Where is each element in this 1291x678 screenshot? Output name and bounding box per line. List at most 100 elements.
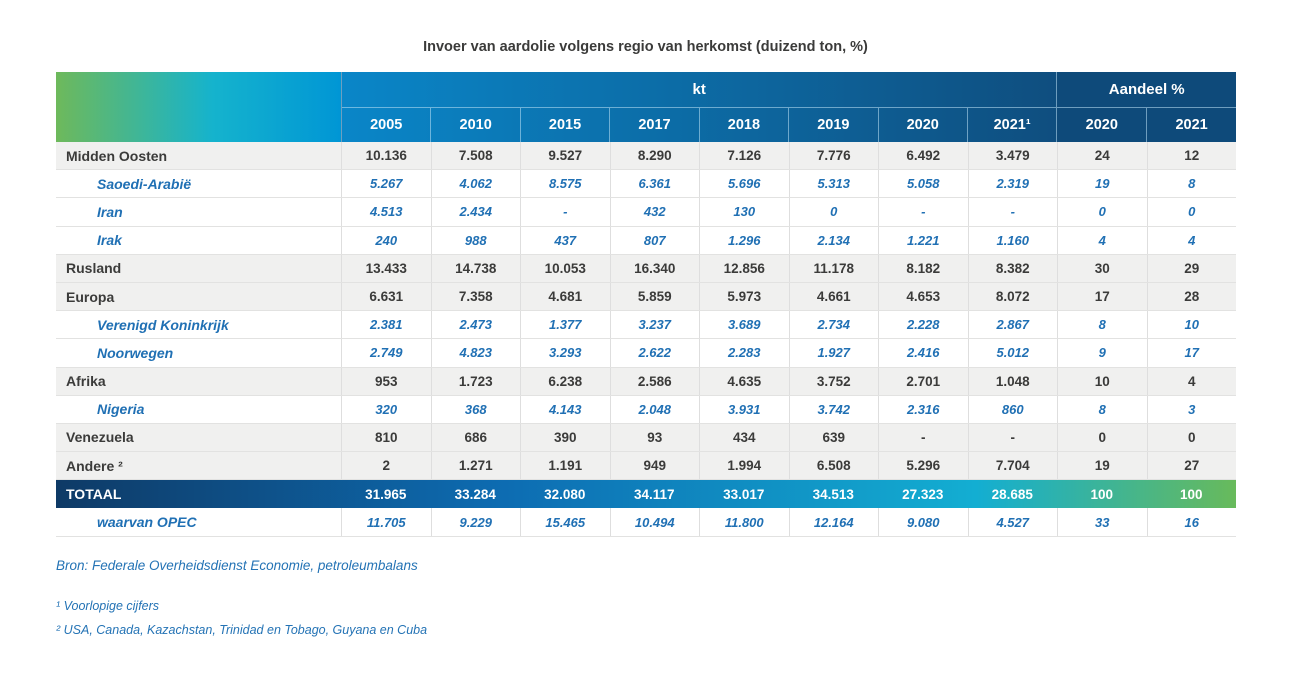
value-cell: 11.800 bbox=[699, 508, 789, 536]
value-cell: 1.723 bbox=[430, 367, 521, 395]
value-cell: 8.182 bbox=[878, 254, 968, 282]
value-cell: 9 bbox=[1057, 339, 1147, 367]
value-cell: 4.653 bbox=[878, 282, 968, 311]
value-cell: 12.856 bbox=[699, 254, 789, 282]
row-label: Verenigd Koninkrijk bbox=[97, 316, 229, 333]
table-body: Midden Oosten 10.136 7.508 9.527 8.290 7.126 7… bbox=[56, 142, 1236, 537]
table-row: Andere ² 2 1.271 1.191 949 1.994 6.508 5.296 7.7… bbox=[56, 452, 1236, 481]
value-cell: - bbox=[967, 423, 1058, 452]
value-cell: 988 bbox=[430, 226, 521, 254]
aandeel-column-group: Aandeel % 2020 2021 bbox=[1056, 72, 1236, 142]
table-header: kt 2005 2010 2015 2017 2018 2019 2020 2021¹ Aan… bbox=[56, 72, 1236, 142]
value-cell: 10 bbox=[1057, 367, 1147, 395]
value-cell: 2.316 bbox=[878, 395, 968, 423]
row-label: Rusland bbox=[66, 260, 122, 277]
value-cell: 4.635 bbox=[699, 367, 789, 395]
value-cell: 8.575 bbox=[520, 170, 610, 198]
value-cell: 3.293 bbox=[520, 339, 610, 367]
value-cell: 3.689 bbox=[699, 311, 789, 339]
value-cell: 5.058 bbox=[878, 170, 968, 198]
value-cell: 1.994 bbox=[699, 452, 789, 480]
table-row: Noorwegen 2.749 4.823 3.293 2.622 2.283 1.927 2… bbox=[56, 339, 1236, 368]
value-cell: 953 bbox=[341, 367, 431, 395]
column-header-kt-2021: 2021¹ bbox=[966, 108, 1056, 142]
value-cell: 240 bbox=[341, 226, 431, 254]
column-header-kt-2018: 2018 bbox=[698, 108, 788, 142]
table-row: waarvan OPEC 11.705 9.229 15.465 10.494 11.80… bbox=[56, 508, 1237, 537]
value-cell: 10.053 bbox=[520, 254, 610, 282]
value-cell: 1.927 bbox=[788, 339, 879, 367]
row-label: Midden Oosten bbox=[66, 147, 168, 164]
row-label: Europa bbox=[66, 288, 115, 305]
value-cell: 33.017 bbox=[723, 486, 765, 502]
value-cell: 10.494 bbox=[609, 508, 700, 536]
value-cell: 16 bbox=[1146, 508, 1237, 536]
value-cell: 320 bbox=[341, 395, 431, 423]
corner-gradient-cell bbox=[56, 72, 341, 142]
value-cell: 16.340 bbox=[609, 254, 700, 282]
value-cell: 31.965 bbox=[365, 486, 407, 502]
table-row: Verenigd Koninkrijk 2.381 2.473 1.377 3.237 3… bbox=[56, 311, 1236, 340]
value-cell: 100 bbox=[1179, 486, 1203, 502]
value-cell: 32.080 bbox=[544, 486, 586, 502]
value-cell: 24 bbox=[1057, 142, 1147, 170]
value-cell: 0 bbox=[1146, 198, 1237, 226]
value-cell: 15.465 bbox=[520, 508, 610, 536]
value-cell: 130 bbox=[699, 198, 789, 226]
value-cell: 8 bbox=[1057, 395, 1147, 423]
column-header-kt-2015: 2015 bbox=[519, 108, 609, 142]
value-cell: 2.749 bbox=[341, 339, 431, 367]
row-label: Andere ² bbox=[66, 457, 123, 474]
value-cell: 7.126 bbox=[699, 142, 789, 170]
table-row: Irak 240 988 437 807 1.296 2.134 1.221 1.160 4 4 bbox=[56, 226, 1236, 255]
value-cell: 6.508 bbox=[788, 452, 879, 480]
value-cell: 19 bbox=[1057, 170, 1147, 198]
value-cell: 4.527 bbox=[967, 508, 1058, 536]
aandeel-group-label: Aandeel % bbox=[1108, 81, 1185, 98]
value-cell: 8 bbox=[1057, 311, 1147, 339]
value-cell: 2.048 bbox=[609, 395, 700, 423]
table-row: TOTAAL 31.965 33.284 32.080 34.117 33.017 34.5… bbox=[56, 480, 1236, 509]
value-cell: 2.434 bbox=[430, 198, 521, 226]
value-cell: 3.237 bbox=[609, 311, 700, 339]
value-cell: 1.191 bbox=[520, 452, 610, 480]
value-cell: 19 bbox=[1057, 452, 1147, 480]
value-cell: 12.164 bbox=[788, 508, 879, 536]
table-row: Midden Oosten 10.136 7.508 9.527 8.290 7.126 7… bbox=[56, 142, 1236, 171]
value-cell: 368 bbox=[430, 395, 521, 423]
column-header-kt-2017: 2017 bbox=[609, 108, 698, 142]
value-cell: 28 bbox=[1146, 282, 1237, 311]
value-cell: 2.319 bbox=[967, 170, 1058, 198]
table-row: Saoedi-Arabië 5.267 4.062 8.575 6.361 5.696 5.… bbox=[56, 170, 1236, 199]
value-cell: 4 bbox=[1057, 226, 1147, 254]
aandeel-year-row: 2020 2021 bbox=[1057, 107, 1236, 142]
value-cell: 434 bbox=[699, 423, 789, 452]
value-cell: 33.284 bbox=[454, 486, 496, 502]
value-cell: 27.323 bbox=[902, 486, 944, 502]
value-cell: 1.271 bbox=[430, 452, 521, 480]
column-header-kt-2005: 2005 bbox=[370, 117, 403, 133]
row-label: Irak bbox=[97, 232, 122, 249]
value-cell: 949 bbox=[609, 452, 700, 480]
value-cell: 5.859 bbox=[609, 282, 700, 311]
value-cell: 14.738 bbox=[430, 254, 521, 282]
value-cell: 4.143 bbox=[520, 395, 610, 423]
value-cell: 639 bbox=[788, 423, 879, 452]
row-label: Iran bbox=[97, 203, 123, 220]
column-header-kt-2020: 2020 bbox=[877, 108, 967, 142]
value-cell: 2.622 bbox=[609, 339, 700, 367]
footnote-1: ¹ Voorlopige cijfers bbox=[56, 599, 160, 613]
value-cell: 33 bbox=[1057, 508, 1147, 536]
column-header-aandeel-2021: 2021 bbox=[1146, 108, 1236, 142]
value-cell: 7.704 bbox=[967, 452, 1058, 480]
value-cell: 2 bbox=[341, 452, 431, 480]
table-row: Rusland 13.433 14.738 10.053 16.340 12.856 11.… bbox=[56, 254, 1236, 283]
value-cell: 11.705 bbox=[341, 508, 431, 536]
value-cell: 2.228 bbox=[878, 311, 968, 339]
row-label: waarvan OPEC bbox=[97, 514, 197, 531]
value-cell: 5.696 bbox=[699, 170, 789, 198]
footnote-2: ² USA, Canada, Kazachstan, Trinidad en T… bbox=[56, 623, 428, 637]
value-cell: 13.433 bbox=[341, 254, 431, 282]
value-cell: 4.513 bbox=[341, 198, 431, 226]
value-cell: 8.382 bbox=[967, 254, 1058, 282]
